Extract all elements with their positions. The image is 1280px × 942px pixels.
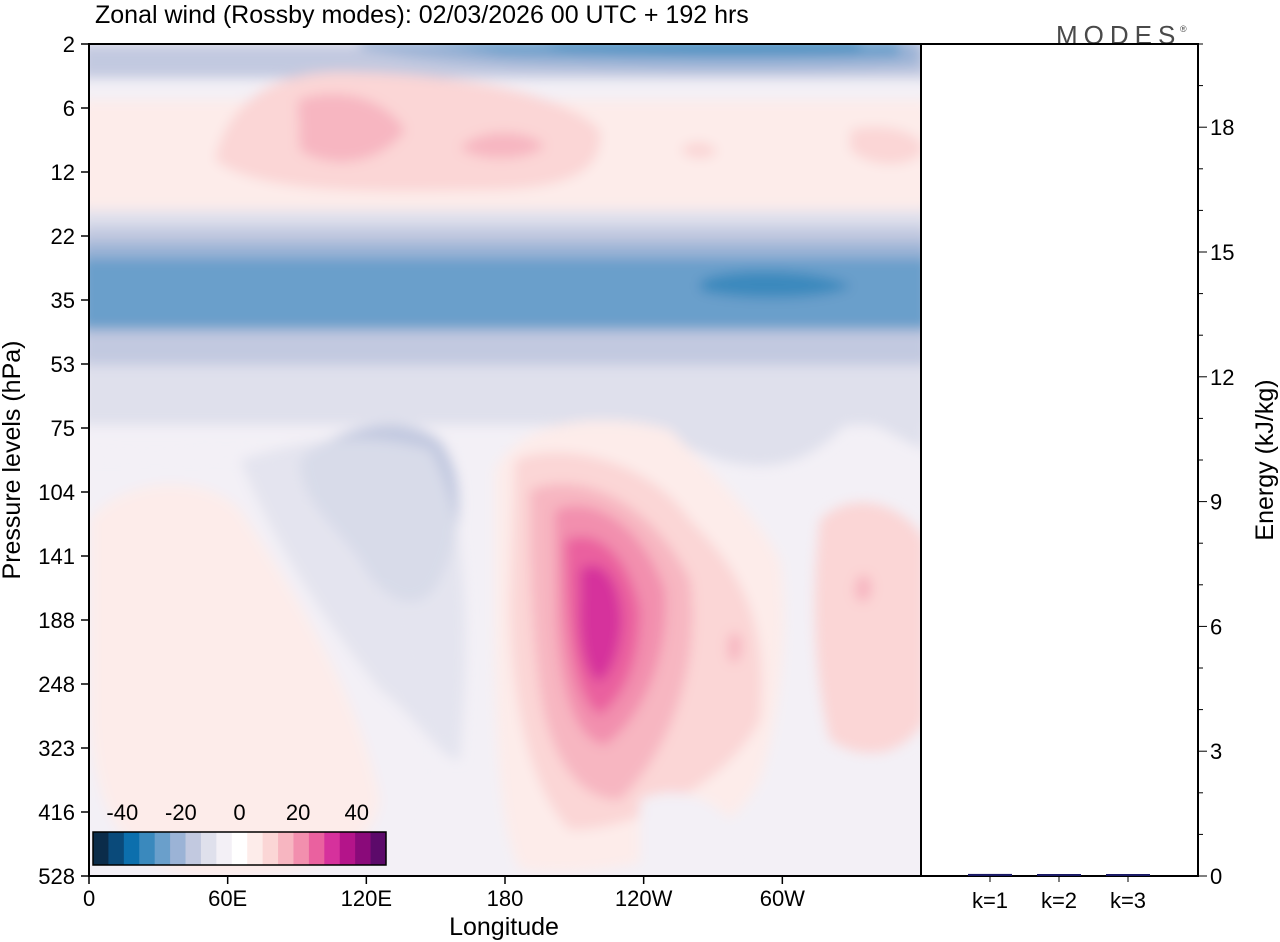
colorbar-swatch [370,832,387,865]
colorbar-tick-labels: -40 -20 0 20 40 [106,800,369,825]
longitude-tick-label: 120W [615,886,673,911]
energy-bar-k2 [1037,874,1081,876]
colorbar-frame [92,831,387,866]
colorbar-swatch [308,832,325,865]
energy-tick-label: 3 [1210,739,1222,764]
colorbar-swatch [339,832,356,865]
energy-tick-label: 9 [1210,490,1222,515]
energy-axis: 0 3 6 9 12 15 18 [1198,43,1234,889]
longitude-tick-label: 0 [83,886,95,911]
colorbar-swatch [355,832,372,865]
energy-bars [968,873,1150,876]
y-axis-title: Pressure levels (hPa) [0,341,26,580]
energy-tick-label: 12 [1210,365,1234,390]
colorbar-tick-label: 20 [286,800,310,825]
colorbar-swatch [324,832,341,865]
longitude-tick-label: 60W [760,886,805,911]
pressure-tick-label: 12 [51,160,75,185]
energy-tick-label: 18 [1210,115,1234,140]
pressure-axis: 2 6 12 22 35 53 75 104 141 188 248 323 416 528 [38,32,89,889]
colorbar-swatch [93,832,109,865]
colorbar-tick-label: 40 [344,800,368,825]
pressure-tick-label: 22 [51,224,75,249]
energy-tick-label: 0 [1210,864,1222,889]
pressure-tick-label: 35 [51,288,75,313]
pressure-tick-label: 248 [38,672,75,697]
colorbar-swatch [200,832,217,865]
colorbar-swatch [247,832,264,865]
colorbar-swatch [231,832,248,865]
energy-bar-k3 [1106,874,1150,876]
colorbar-tick-label: 0 [233,800,245,825]
energy-bar-label: k=2 [1041,888,1077,913]
colorbar-swatch [216,832,233,865]
pressure-tick-label: 323 [38,736,75,761]
colorbar-swatch [262,832,279,865]
wind-contour-field [89,44,921,876]
energy-tick-label: 6 [1210,614,1222,639]
longitude-tick-label: 180 [487,886,524,911]
colorbar-swatch [123,832,140,865]
colorbar-swatch [108,832,125,865]
colorbar-tick-label: -20 [165,800,197,825]
energy-bar-labels: k=1 k=2 k=3 [972,876,1146,913]
colorbar-swatch [185,832,202,865]
colorbar-swatch [154,832,171,865]
x-axis-title: Longitude [449,913,559,941]
pressure-tick-label: 53 [51,352,75,377]
colorbar-tick-label: -40 [106,800,138,825]
longitude-axis: 0 60E 120E 180 120W 60W [83,876,805,911]
energy-tick-label: 15 [1210,240,1234,265]
pressure-tick-label: 416 [38,800,75,825]
longitude-tick-label: 60E [208,886,247,911]
energy-bar-label: k=1 [972,888,1008,913]
colorbar-legend [92,831,387,866]
pressure-tick-label: 75 [51,416,75,441]
colorbar-swatch [278,832,294,865]
pressure-tick-label: 141 [38,544,75,569]
longitude-tick-label: 120E [341,886,392,911]
pressure-tick-label: 104 [38,480,75,505]
pressure-tick-label: 2 [63,32,75,57]
pressure-tick-label: 528 [38,864,75,889]
pressure-tick-label: 188 [38,608,75,633]
pressure-tick-label: 6 [63,96,75,121]
colorbar-swatch [170,832,187,865]
colorbar-swatch [139,832,156,865]
brand-registered-mark: ® [1180,24,1187,34]
energy-panel-frame [920,43,1199,877]
energy-bar-label: k=3 [1110,888,1146,913]
colorbar-swatch [293,832,310,865]
chart-title: Zonal wind (Rossby modes): 02/03/2026 00… [95,1,749,29]
energy-axis-title: Energy (kJ/kg) [1251,379,1279,540]
energy-bar-k1 [968,873,1012,876]
